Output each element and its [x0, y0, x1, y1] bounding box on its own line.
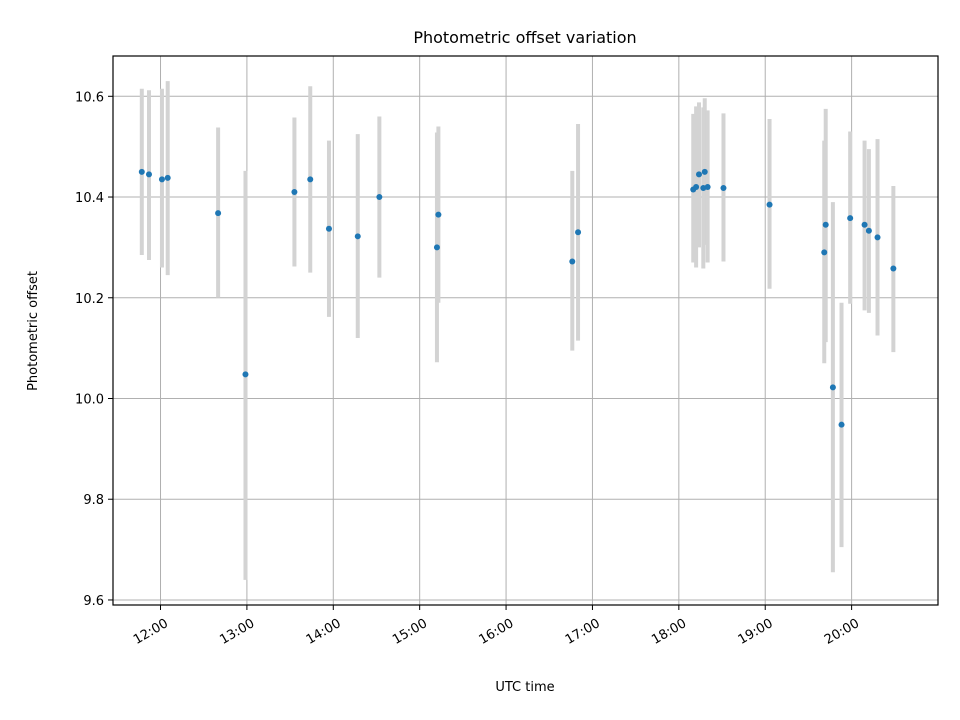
data-point	[433, 244, 440, 251]
data-point	[865, 227, 872, 234]
y-axis-label: Photometric offset	[26, 271, 41, 391]
data-point	[766, 201, 773, 208]
data-point	[138, 168, 145, 175]
y-tick-label: 10.6	[75, 90, 104, 105]
data-point	[720, 184, 727, 191]
data-point	[847, 215, 854, 222]
data-point	[575, 229, 582, 236]
data-point	[890, 265, 897, 272]
data-point	[291, 188, 298, 195]
data-point	[569, 258, 576, 265]
chart-title: Photometric offset variation	[413, 28, 636, 47]
data-point	[861, 221, 868, 228]
data-point	[829, 384, 836, 391]
data-point	[838, 421, 845, 428]
data-point	[164, 174, 171, 181]
data-point	[158, 176, 165, 183]
y-tick-label: 10.2	[75, 292, 104, 307]
plot-frame	[112, 55, 939, 606]
grid	[113, 56, 938, 605]
x-axis-label: UTC time	[495, 680, 554, 695]
data-point	[145, 171, 152, 178]
data-point	[695, 171, 702, 178]
data-points	[138, 168, 897, 428]
data-point	[822, 221, 829, 228]
y-tick-label: 10.4	[75, 191, 104, 206]
data-point	[242, 371, 249, 378]
data-point	[874, 234, 881, 241]
y-tick-label: 9.8	[83, 493, 104, 508]
data-point	[354, 233, 361, 240]
data-point	[376, 194, 383, 201]
y-tick-label: 9.6	[83, 594, 104, 609]
data-point	[693, 183, 700, 190]
data-point	[435, 211, 442, 218]
data-point	[704, 183, 711, 190]
data-point	[701, 168, 708, 175]
data-point	[325, 225, 332, 232]
data-point	[307, 176, 314, 183]
data-point	[821, 249, 828, 256]
y-axis-ticks: 9.6 9.8 10.0 10.2 10.4 10.6	[75, 90, 113, 609]
data-point	[215, 210, 222, 217]
y-tick-label: 10.0	[75, 392, 104, 407]
